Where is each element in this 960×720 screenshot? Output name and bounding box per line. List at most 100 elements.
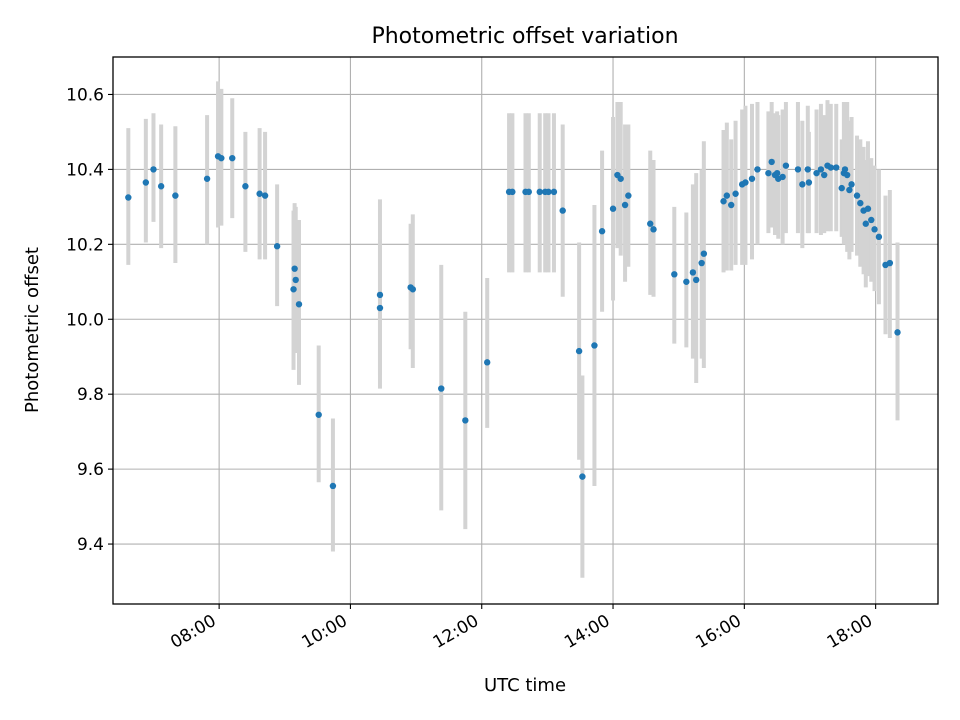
data-point (579, 473, 586, 480)
x-tick-label: 08:00 (167, 611, 219, 653)
grid (113, 57, 938, 604)
data-point (864, 205, 872, 212)
data-point (754, 166, 761, 173)
y-tick-label: 9.4 (77, 535, 104, 555)
y-tick-label: 10.6 (66, 85, 104, 105)
data-point (857, 199, 864, 207)
data-point (621, 201, 629, 209)
data-point (292, 276, 299, 284)
data-point (821, 171, 828, 179)
data-point (242, 183, 249, 190)
y-axis-label: Photometric offset (22, 247, 43, 413)
data-point (742, 179, 749, 186)
data-point (409, 286, 417, 293)
data-point (868, 216, 875, 224)
data-point (875, 233, 883, 241)
data-point (647, 220, 654, 227)
data-point (804, 166, 811, 173)
data-point (376, 304, 384, 312)
data-point (273, 243, 281, 250)
data-point (550, 188, 558, 196)
data-point (203, 175, 211, 182)
data-point (846, 186, 853, 194)
data-point (765, 169, 772, 177)
y-tick-label: 9.6 (77, 460, 104, 480)
data-point (698, 259, 705, 267)
data-point (142, 179, 150, 186)
x-tick-label: 10:00 (298, 611, 350, 653)
data-point (598, 228, 606, 235)
data-point (290, 286, 297, 293)
data-point (728, 201, 735, 209)
data-point (315, 411, 322, 418)
data-point (536, 188, 543, 196)
plot-frame (112, 56, 939, 605)
data-point (841, 166, 849, 173)
data-point (871, 226, 878, 233)
data-point (817, 166, 825, 173)
data-point (256, 190, 263, 197)
y-tick-label: 10.2 (66, 235, 104, 255)
data-point (650, 226, 657, 233)
data-point (848, 181, 855, 188)
data-point (575, 347, 583, 355)
data-point (894, 329, 901, 336)
data-point (218, 154, 225, 162)
data-point (853, 192, 861, 199)
data-point (509, 188, 516, 196)
x-tick-label: 18:00 (824, 611, 876, 653)
data-point (172, 192, 179, 199)
data-point (827, 164, 834, 171)
data-point (723, 192, 731, 199)
data-point (671, 271, 678, 278)
data-point (692, 276, 700, 284)
y-tick-label: 10.4 (66, 160, 104, 180)
x-axis-label: UTC time (484, 675, 566, 696)
data-points (125, 153, 901, 490)
data-point (805, 179, 813, 186)
data-point (329, 482, 337, 490)
data-point (261, 192, 269, 199)
data-point (376, 291, 384, 299)
data-point (794, 166, 802, 173)
data-point (625, 192, 632, 199)
data-point (886, 259, 894, 267)
data-point (157, 183, 165, 190)
data-point (229, 154, 236, 162)
data-point (782, 162, 790, 169)
data-point (125, 194, 132, 201)
data-point (291, 265, 298, 272)
data-point (462, 417, 469, 424)
data-point (150, 166, 157, 173)
data-point (843, 171, 851, 179)
x-tick-label: 14:00 (561, 611, 613, 653)
data-point (295, 301, 303, 308)
y-tick-label: 10.0 (66, 310, 104, 330)
x-tick-label: 12:00 (430, 611, 482, 653)
data-point (768, 158, 775, 166)
data-point (609, 205, 617, 212)
x-tick-label: 16:00 (692, 611, 744, 653)
data-point (525, 188, 532, 196)
data-point (799, 181, 806, 188)
data-point (773, 169, 781, 177)
data-point (862, 220, 869, 227)
data-point (545, 188, 552, 196)
error-bars (126, 81, 900, 578)
data-point (700, 250, 708, 257)
data-point (833, 164, 840, 171)
data-point (559, 207, 566, 214)
chart-title: Photometric offset variation (371, 24, 678, 49)
data-point (617, 175, 624, 182)
data-point (720, 198, 727, 205)
data-point (748, 175, 756, 182)
data-point (484, 359, 491, 366)
data-point (813, 169, 820, 177)
data-point (779, 173, 786, 181)
data-point (838, 184, 845, 192)
data-point (438, 385, 445, 392)
data-point (689, 269, 697, 276)
data-point (683, 278, 690, 285)
y-tick-label: 9.8 (77, 385, 104, 405)
